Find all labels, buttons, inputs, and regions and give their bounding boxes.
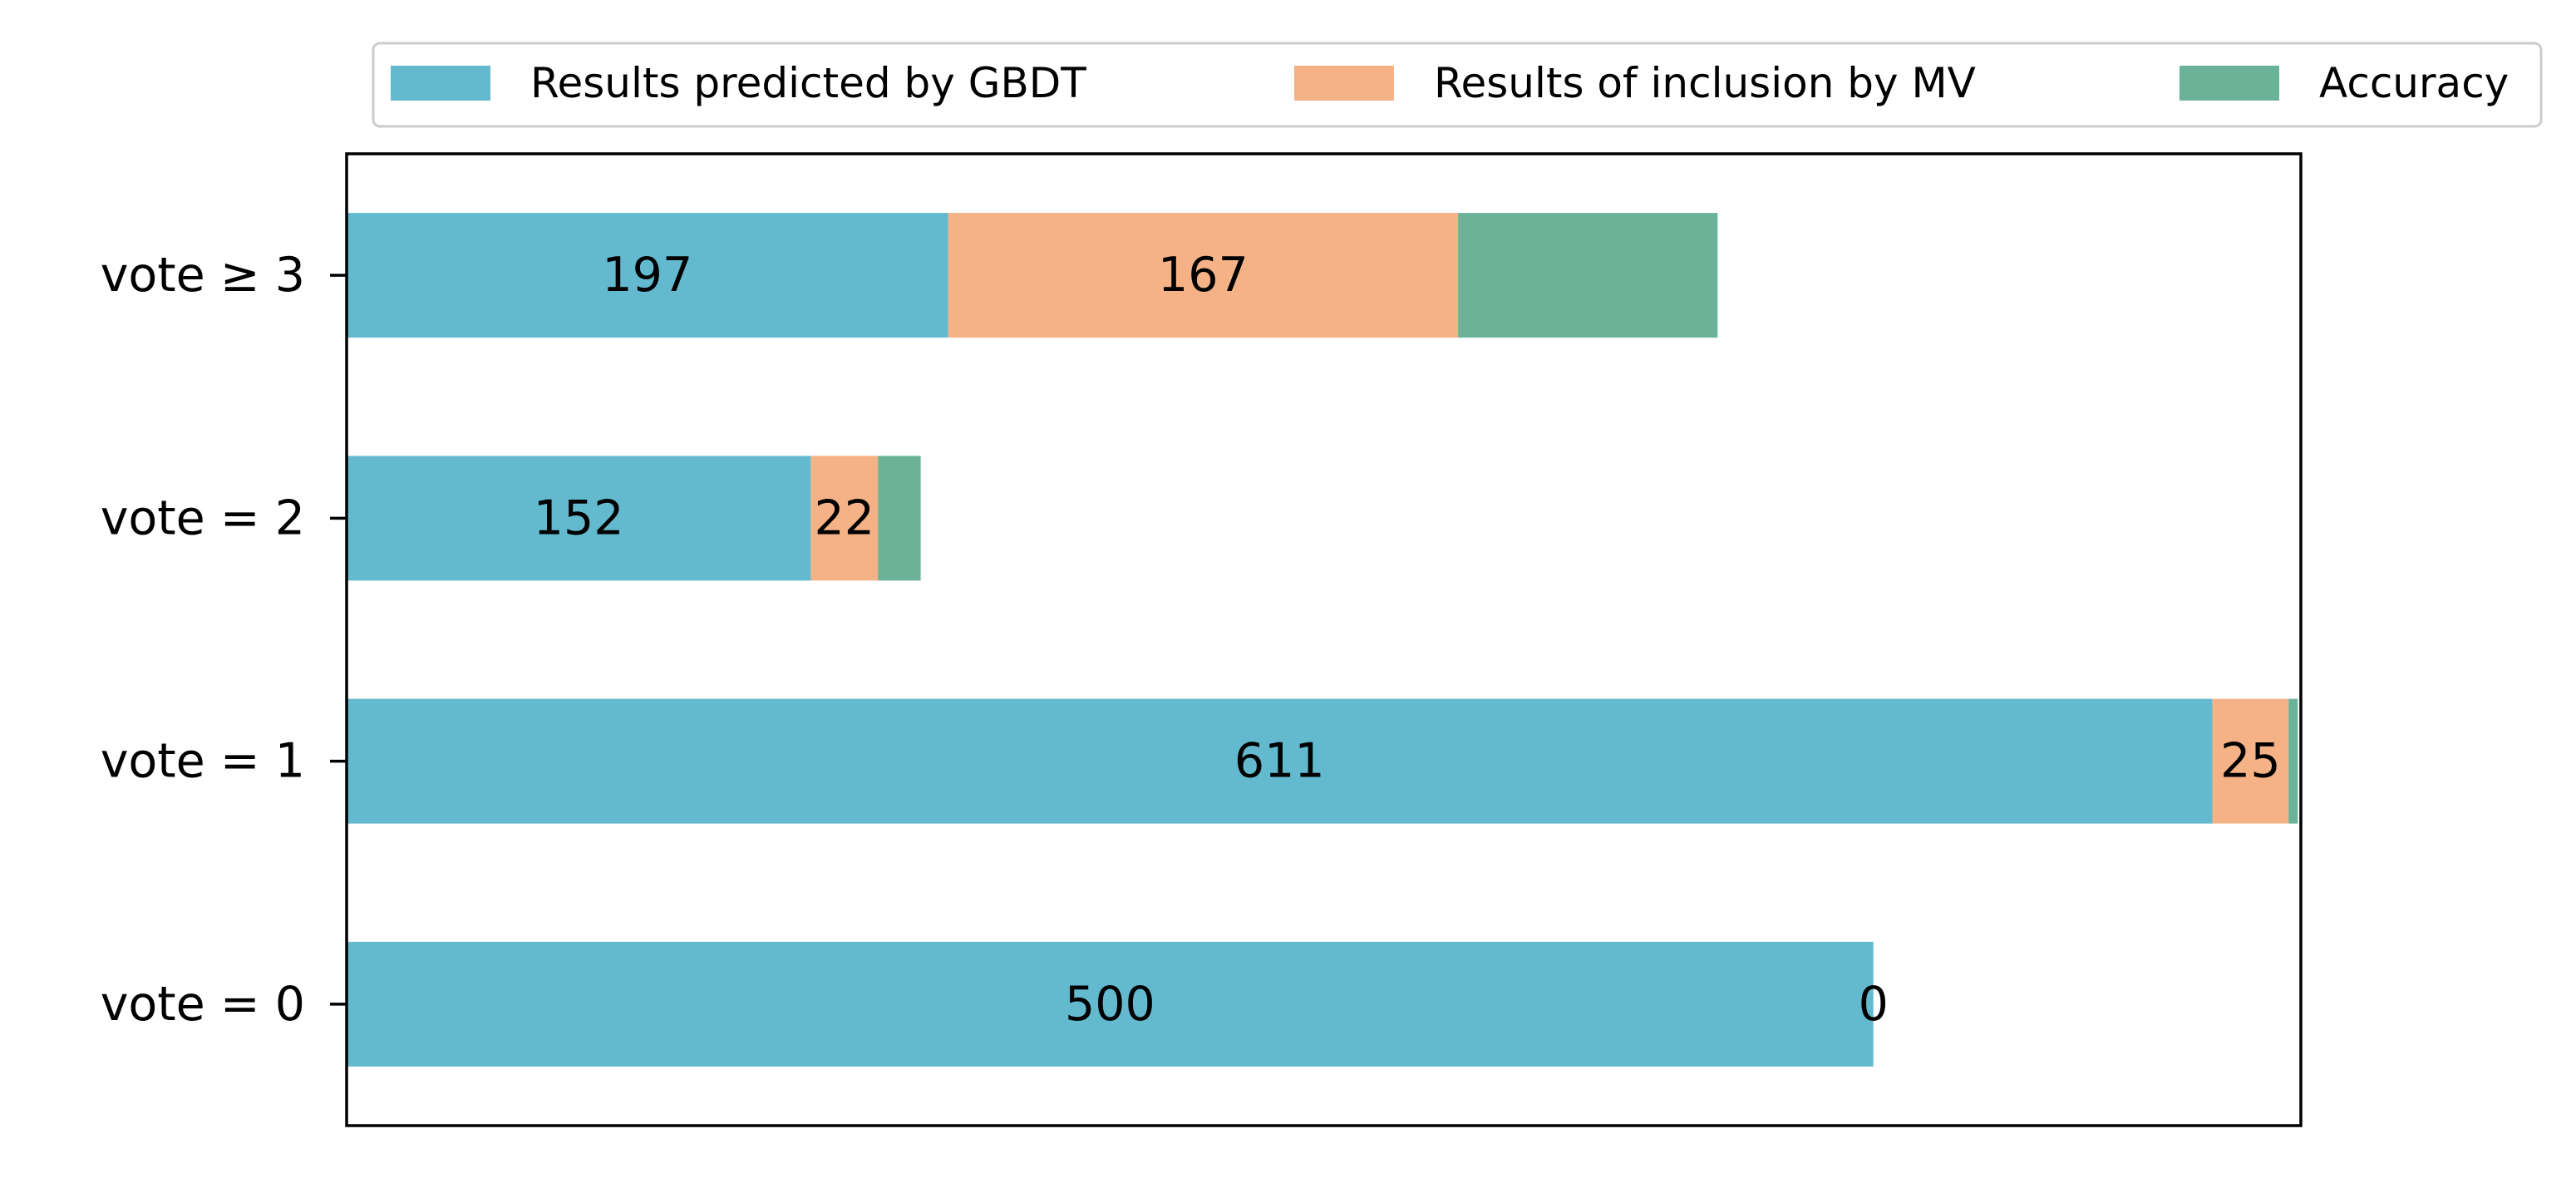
y-tick-label: vote = 0 <box>101 977 305 1032</box>
legend-swatch <box>391 66 490 101</box>
bar-segment <box>948 213 1459 338</box>
data-label: 500 <box>1065 977 1155 1032</box>
bar-segment <box>347 698 2213 824</box>
y-tick-label: vote ≥ 3 <box>101 248 305 303</box>
bar-segment <box>878 456 921 581</box>
bar-segment <box>347 941 1874 1067</box>
legend-swatch <box>2180 66 2279 101</box>
legend-label: Accuracy <box>2319 59 2509 107</box>
data-label: 0 <box>1859 977 1889 1032</box>
data-label: 167 <box>1158 248 1249 303</box>
bar-segment <box>2212 698 2289 824</box>
legend-swatch <box>1294 66 1394 101</box>
legend: Results predicted by GBDT Results of inc… <box>372 42 2543 128</box>
data-label: 197 <box>602 248 692 303</box>
bar-segment <box>2288 698 2298 824</box>
legend-entry: Results of inclusion by MV <box>1294 59 1976 107</box>
bar-segment <box>1458 213 1718 338</box>
legend-entry: Accuracy <box>2180 59 2509 107</box>
y-tick-label: vote = 2 <box>101 490 305 545</box>
data-label: 25 <box>2220 734 2281 789</box>
data-label: 611 <box>1234 734 1325 789</box>
legend-label: Results predicted by GBDT <box>530 59 1086 107</box>
bar-segment <box>347 456 811 581</box>
legend-frame <box>372 42 2543 128</box>
bar-segment <box>810 456 879 581</box>
data-label: 22 <box>815 490 875 545</box>
y-tick-label: vote = 1 <box>101 734 305 789</box>
legend-label: Results of inclusion by MV <box>1434 59 1976 107</box>
bars: 500 0 611 25 152 22 197 167 <box>347 213 2298 1067</box>
y-axis: vote = 0 vote = 1 vote = 2 vote ≥ 3 <box>101 248 347 1032</box>
legend-entry: Results predicted by GBDT <box>391 59 1086 107</box>
data-label: 152 <box>534 490 624 545</box>
plot-frame <box>345 152 2303 1127</box>
bar-segment <box>347 213 948 338</box>
